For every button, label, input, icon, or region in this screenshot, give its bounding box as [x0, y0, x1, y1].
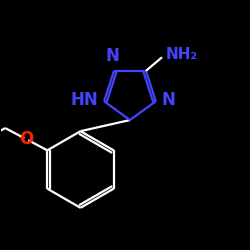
Text: HN: HN [70, 91, 98, 109]
Text: N: N [106, 47, 120, 65]
Text: N: N [162, 91, 176, 109]
Text: NH₂: NH₂ [166, 47, 198, 62]
Text: O: O [19, 130, 34, 148]
